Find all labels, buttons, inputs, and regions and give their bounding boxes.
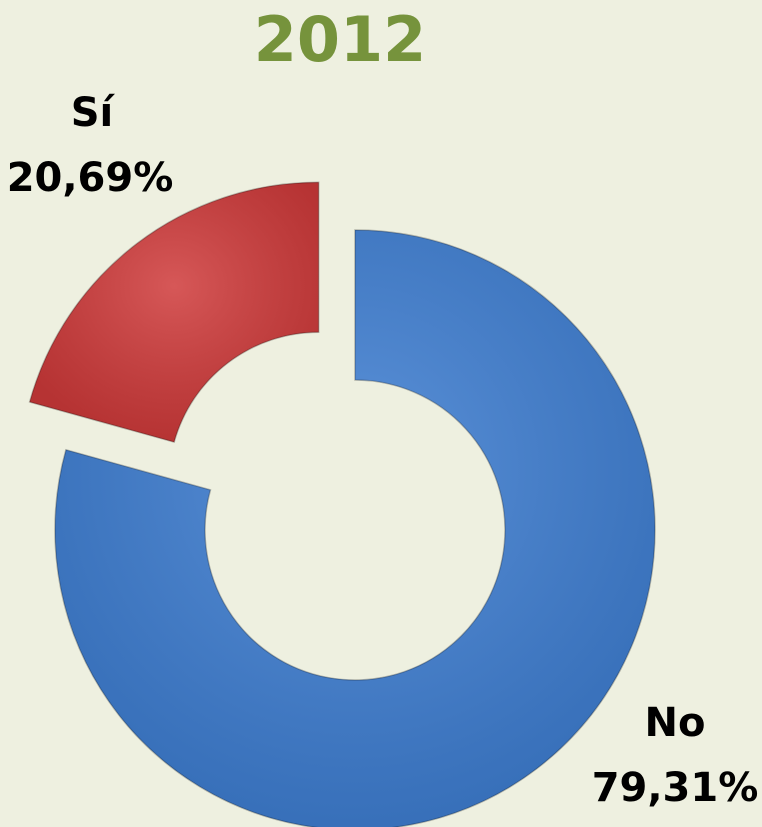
slice-value-label: 79,31% <box>592 765 759 811</box>
slice-value-label: 20,69% <box>7 155 174 201</box>
slice-label: No <box>645 700 706 746</box>
slice-label: Sí <box>71 90 116 136</box>
chart-title: 2012 <box>254 3 427 76</box>
